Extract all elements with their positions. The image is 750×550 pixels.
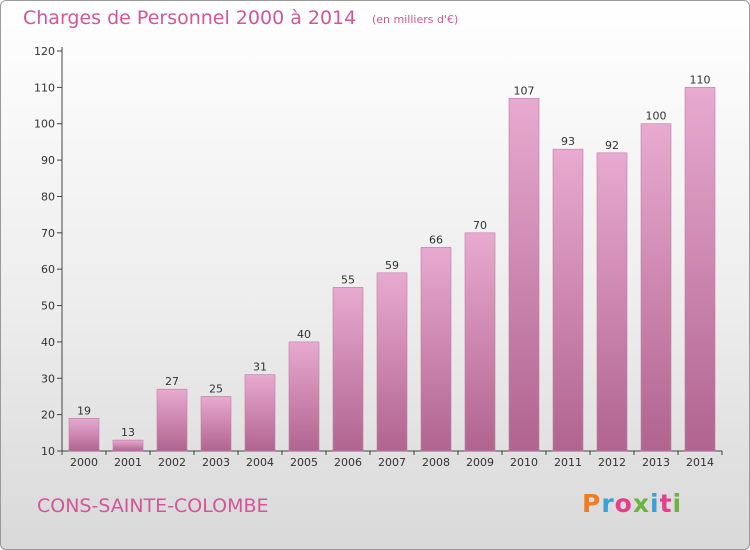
y-tick-label: 100	[34, 118, 55, 131]
bar	[288, 341, 320, 452]
x-tick-label: 2003	[202, 456, 230, 469]
x-tick-label: 2004	[246, 456, 274, 469]
data-label: 107	[514, 84, 535, 97]
x-tick-label: 2000	[70, 456, 98, 469]
y-tick-label: 50	[41, 300, 55, 313]
x-tick-label: 2009	[466, 456, 494, 469]
x-tick-label: 2007	[378, 456, 406, 469]
bar	[112, 439, 144, 452]
logo-letter: P	[582, 489, 602, 518]
logo-letter: o	[614, 489, 633, 518]
x-tick-label: 2013	[642, 456, 670, 469]
data-label: 66	[429, 233, 443, 246]
data-label: 19	[77, 404, 91, 417]
bar	[156, 388, 188, 452]
data-label: 27	[165, 375, 179, 388]
x-tick-label: 2012	[598, 456, 626, 469]
chart-title: Charges de Personnel 2000 à 2014	[23, 7, 357, 29]
data-label: 13	[121, 426, 135, 439]
bar	[640, 123, 672, 452]
bar	[332, 287, 364, 452]
data-label: 100	[646, 110, 667, 123]
logo-letter: x	[632, 489, 650, 518]
logo-letter: i	[672, 489, 683, 518]
data-label-group: 19 13 27 25 31 40 55 59 66 70 107 93 92 100 110	[77, 73, 711, 439]
y-tick-label: 110	[34, 81, 55, 94]
bar	[244, 374, 276, 452]
y-tick-label: 40	[41, 336, 55, 349]
x-tick-label: 2011	[554, 456, 582, 469]
y-tick-label: 60	[41, 263, 55, 276]
bar-group	[68, 87, 716, 452]
data-label: 110	[690, 73, 711, 86]
y-tick-label: 30	[41, 372, 55, 385]
bar	[596, 152, 628, 452]
data-label: 92	[605, 139, 619, 152]
x-tick-label: 2014	[686, 456, 714, 469]
bar	[376, 272, 408, 452]
y-tick-label: 10	[41, 445, 55, 458]
x-tick-label: 2006	[334, 456, 362, 469]
data-label: 55	[341, 273, 355, 286]
chart-subtitle: (en milliers d'€)	[372, 13, 459, 26]
bar	[68, 417, 100, 452]
bar	[684, 87, 716, 452]
x-tick-label: 2010	[510, 456, 538, 469]
bar	[552, 148, 584, 452]
logo-letter: i	[650, 489, 660, 518]
proxiti-logo: Proxiti	[582, 489, 682, 518]
y-tick-label: 80	[41, 190, 55, 203]
commune-name: CONS-SAINTE-COLOMBE	[37, 495, 269, 517]
data-label: 70	[473, 219, 487, 232]
logo-letter: r	[601, 489, 615, 518]
data-label: 25	[209, 382, 223, 395]
y-tick-label: 70	[41, 227, 55, 240]
x-tick-label: 2005	[290, 456, 318, 469]
bar	[420, 247, 452, 452]
y-tick-label: 20	[41, 409, 55, 422]
x-tick-label: 2001	[114, 456, 142, 469]
y-tick-label: 120	[34, 45, 55, 58]
data-label: 93	[561, 135, 575, 148]
x-tick-label: 2002	[158, 456, 186, 469]
x-tick-label: 2008	[422, 456, 450, 469]
bar	[200, 396, 232, 452]
bar	[508, 97, 540, 452]
data-label: 31	[253, 361, 267, 374]
bar	[464, 232, 496, 452]
data-label: 59	[385, 259, 399, 272]
logo-letter: t	[659, 489, 673, 518]
y-tick-label: 90	[41, 154, 55, 167]
data-label: 40	[297, 328, 311, 341]
